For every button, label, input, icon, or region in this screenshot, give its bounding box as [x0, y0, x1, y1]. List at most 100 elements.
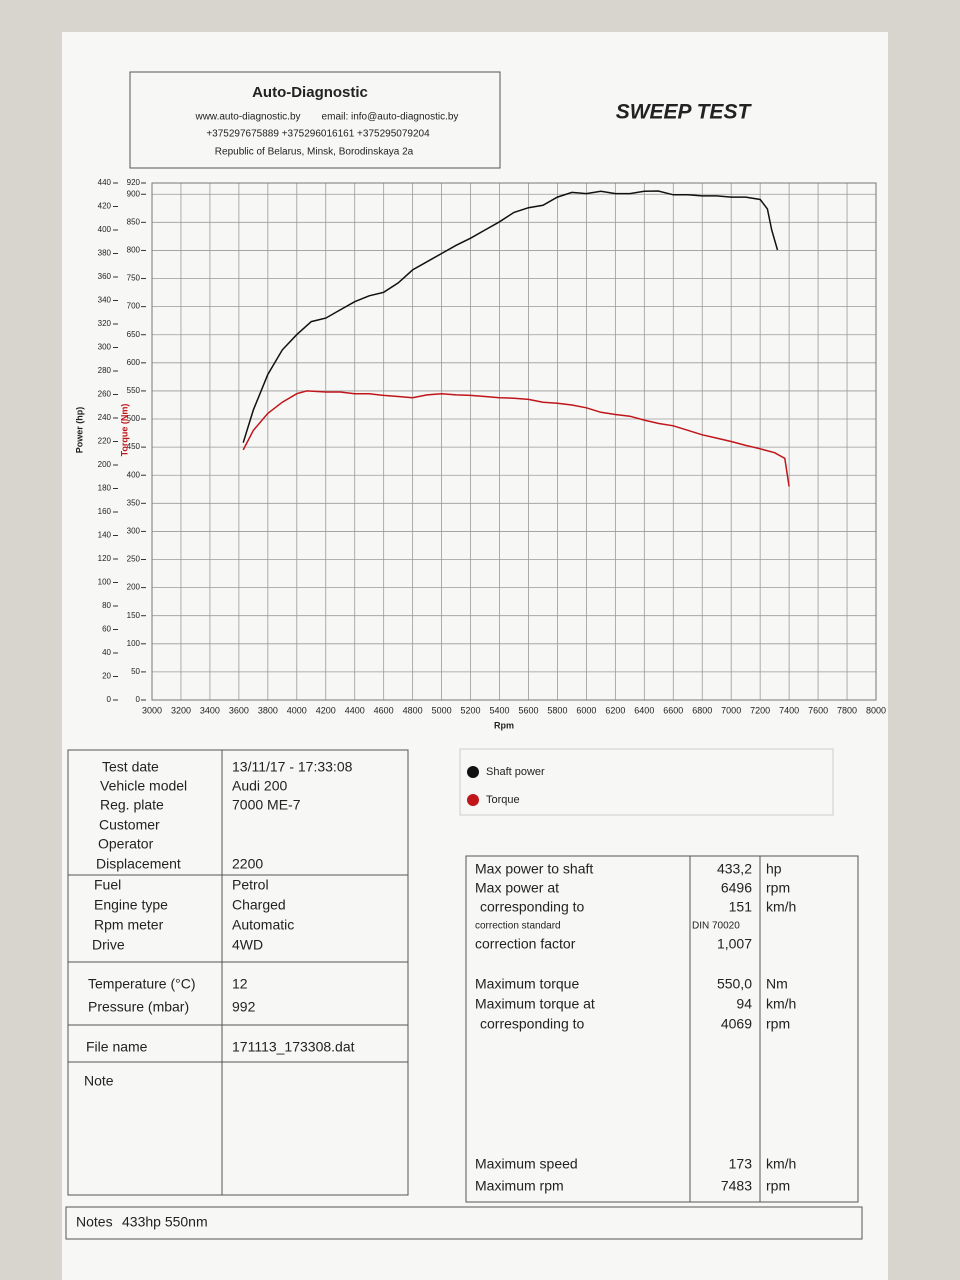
paper [62, 32, 888, 1280]
y2-axis-title: Torque (Nm) [119, 404, 129, 457]
cell-value: 4WD [232, 937, 263, 953]
x-tick-label: 5200 [461, 705, 481, 715]
cell-label: Maximum speed [475, 1156, 578, 1172]
cell-label: Customer [99, 817, 160, 833]
y-tick-label: 100 [98, 578, 112, 587]
x-tick-label: 6200 [605, 705, 625, 715]
x-tick-label: 4400 [345, 705, 365, 715]
legend-label: Shaft power [486, 766, 545, 778]
y-tick-label: 300 [98, 343, 112, 352]
cell-value: 1,007 [717, 936, 752, 952]
cell-label: corresponding to [480, 1016, 585, 1032]
cell-label: Displacement [96, 856, 181, 872]
cell-label: Max power at [475, 880, 559, 896]
y-tick-label: 320 [98, 319, 112, 328]
y-tick-label: 420 [98, 202, 112, 211]
y-axis-title: Power (hp) [74, 407, 84, 454]
y-tick-label: 440 [98, 178, 112, 187]
notes-text: 433hp 550nm [122, 1214, 208, 1230]
cell-label: Note [84, 1073, 114, 1089]
cell-label: Maximum torque [475, 976, 579, 992]
y2-tick-label: 350 [127, 498, 141, 507]
y-tick-label: 340 [98, 296, 112, 305]
y-tick-label: 240 [98, 413, 112, 422]
y-tick-label: 380 [98, 249, 112, 258]
cell-unit: rpm [766, 880, 790, 896]
cell-unit: km/h [766, 1156, 796, 1172]
series-line [242, 190, 779, 443]
y2-tick-label: 600 [127, 358, 141, 367]
cell-value: Charged [232, 897, 286, 913]
cell-label: Temperature (°C) [88, 976, 196, 992]
y-tick-label: 280 [98, 366, 112, 375]
x-tick-label: 5600 [518, 705, 538, 715]
x-tick-label: 5800 [547, 705, 567, 715]
cell-value: 173 [729, 1156, 753, 1172]
cell-value: 12 [232, 976, 248, 992]
cell-label: Vehicle model [100, 778, 187, 794]
y-tick-label: 160 [98, 507, 112, 516]
y2-tick-label: 0 [136, 695, 141, 704]
x-tick-label: 3400 [200, 705, 220, 715]
x-tick-label: 6800 [692, 705, 712, 715]
cell-label: corresponding to [480, 899, 585, 915]
y2-tick-label: 100 [127, 639, 141, 648]
x-tick-label: 5400 [490, 705, 510, 715]
x-tick-label: 7200 [750, 705, 770, 715]
y-tick-label: 80 [102, 601, 111, 610]
cell-value: 433,2 [717, 861, 752, 877]
cell-unit: km/h [766, 899, 796, 915]
cell-unit: Nm [766, 976, 788, 992]
cell-unit: hp [766, 861, 782, 877]
cell-label: Pressure (mbar) [88, 999, 189, 1015]
cell-label: Drive [92, 937, 125, 953]
x-tick-label: 4200 [316, 705, 336, 715]
x-tick-label: 6000 [576, 705, 596, 715]
cell-unit: rpm [766, 1016, 790, 1032]
legend-box [459, 748, 834, 816]
y-tick-label: 200 [98, 460, 112, 469]
x-tick-label: 7400 [779, 705, 799, 715]
cell-unit: km/h [766, 996, 796, 1012]
y2-tick-label: 300 [127, 527, 141, 536]
cell-value: 6496 [721, 880, 752, 896]
y2-tick-label: 800 [127, 246, 141, 255]
x-tick-label: 3600 [229, 705, 249, 715]
plot-frame [151, 182, 877, 701]
cell-label: Engine type [94, 897, 168, 913]
x-axis-title: Rpm [494, 720, 514, 730]
y2-tick-label: 920 [127, 178, 141, 187]
x-tick-label: 7600 [808, 705, 828, 715]
y2-tick-label: 700 [127, 302, 141, 311]
y-tick-label: 260 [98, 390, 112, 399]
y-tick-label: 180 [98, 484, 112, 493]
y-tick-label: 400 [98, 225, 112, 234]
x-tick-label: 4000 [287, 705, 307, 715]
cell-value: 550,0 [717, 976, 752, 992]
series-line [242, 390, 790, 487]
y-tick-label: 20 [102, 672, 111, 681]
x-tick-label: 4800 [403, 705, 423, 715]
vehicle-table [67, 749, 409, 1196]
y2-tick-label: 450 [127, 442, 141, 451]
x-tick-label: 6600 [663, 705, 683, 715]
phones: +375297675889 +375296016161 +37529507920… [206, 129, 430, 140]
y2-tick-label: 200 [127, 583, 141, 592]
y2-tick-label: 50 [131, 667, 140, 676]
cell-value: 992 [232, 999, 256, 1015]
y-tick-label: 140 [98, 531, 112, 540]
cell-label: Maximum torque at [475, 996, 595, 1012]
y2-tick-label: 650 [127, 330, 141, 339]
x-tick-label: 3800 [258, 705, 278, 715]
notes-box [65, 1206, 863, 1240]
y-tick-label: 220 [98, 437, 112, 446]
cell-label: correction factor [475, 936, 576, 952]
cell-unit: rpm [766, 1178, 790, 1194]
cell-value: DIN 70020 [692, 921, 740, 932]
legend-marker [467, 766, 479, 778]
y-tick-label: 120 [98, 554, 112, 563]
sheet-title: SWEEP TEST [616, 101, 753, 124]
address: Republic of Belarus, Minsk, Borodinskaya… [215, 147, 414, 158]
legend-marker [467, 794, 479, 806]
y-tick-label: 0 [107, 695, 112, 704]
